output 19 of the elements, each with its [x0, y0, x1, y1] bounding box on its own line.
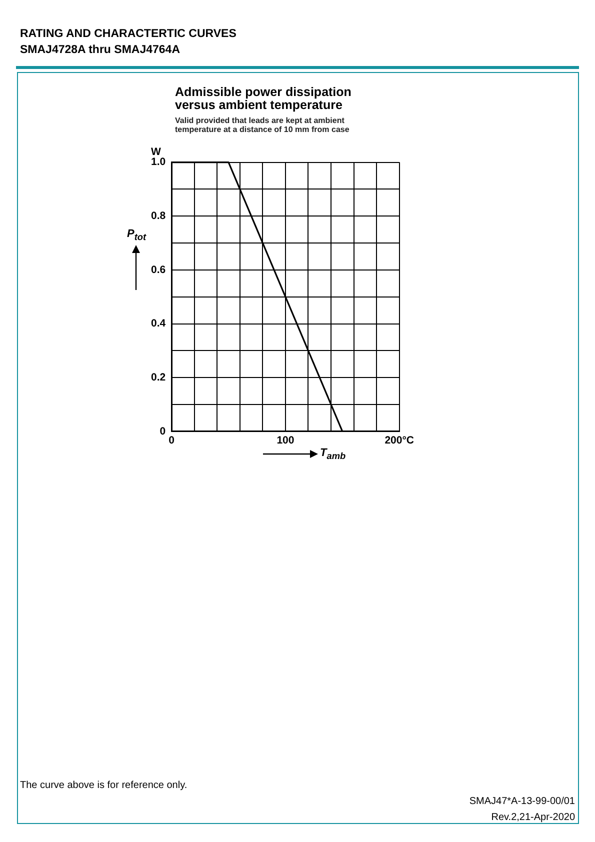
- y-axis-title: P$_{tot}$: [127, 228, 146, 242]
- y-tick-label: 0.2: [150, 371, 166, 384]
- y-tick-label: 0.8: [150, 210, 166, 222]
- y-tick-label: 0.4: [150, 318, 166, 330]
- text: RATING AND CHARACTERTIC CURVES: [20, 28, 236, 40]
- x-tick-label: 200°C: [384, 434, 414, 447]
- chart-title: Admissible power dissipation versus ambient temperature: [175, 85, 352, 112]
- chart-subtitle: Valid provided that leads are kept at ambient temperature at a distance of 10 mm from case: [175, 116, 350, 134]
- text: SMAJ47*A-13-99-00/01: [469, 796, 575, 807]
- y-tick-label: 1.0: [150, 156, 166, 168]
- text: W: [151, 146, 161, 158]
- text: Rev.2,21-Apr-2020: [491, 812, 575, 823]
- x-axis-title: T$_{amb}$: [320, 447, 346, 462]
- y-tick-label: 0.6: [150, 264, 166, 276]
- text: SMAJ4728A thru SMAJ4764A: [20, 44, 180, 56]
- x-tick-label: 0: [168, 434, 175, 447]
- text: The curve above is for reference only.: [20, 780, 188, 791]
- y-tick-label: 0: [160, 425, 166, 438]
- x-tick-label: 100: [276, 434, 294, 447]
